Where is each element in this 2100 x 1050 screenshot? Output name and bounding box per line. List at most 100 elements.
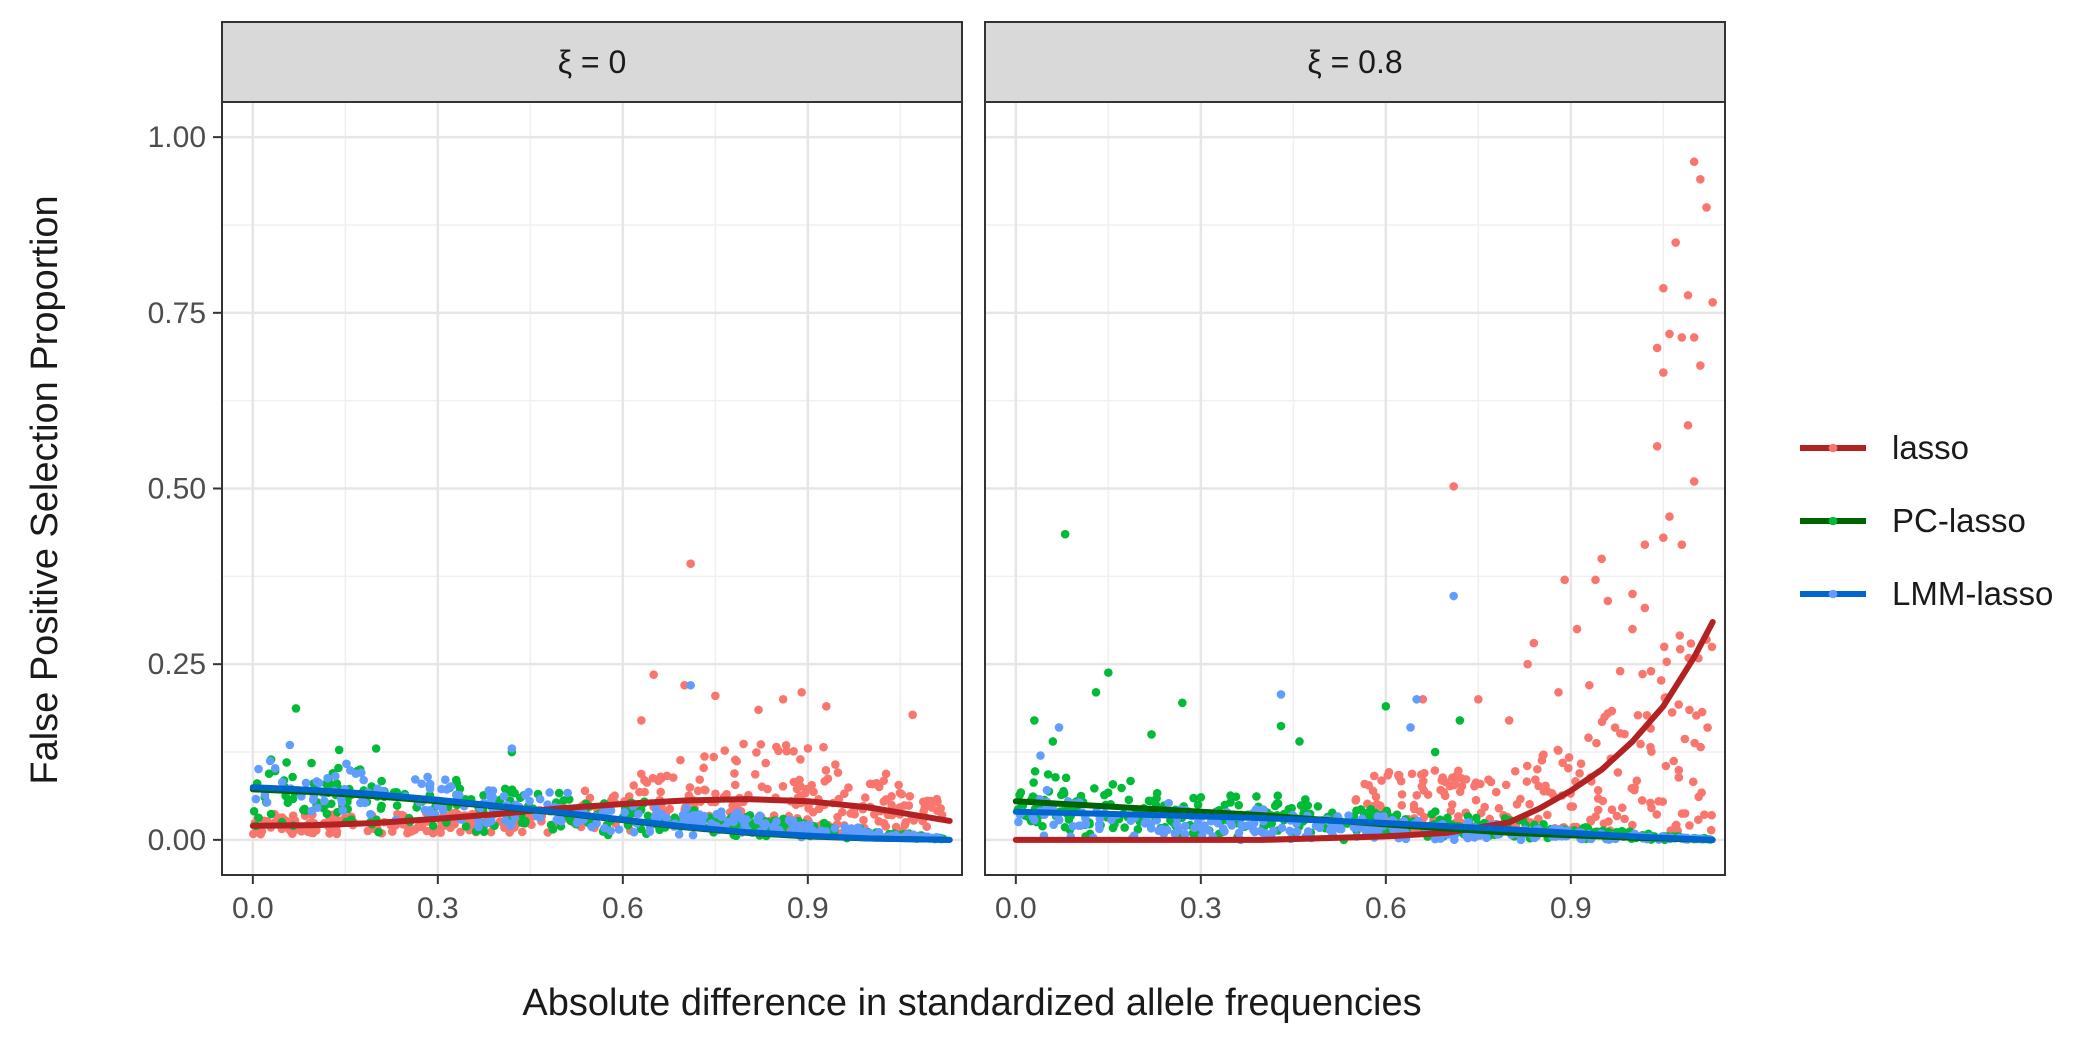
y-tick-label: 0.75 — [148, 297, 206, 330]
scatter-point-lmm-lasso — [1014, 817, 1023, 827]
scatter-point-lasso — [1628, 589, 1637, 599]
scatter-point-lasso — [1566, 802, 1576, 811]
scatter-point-lasso — [823, 774, 833, 783]
scatter-point-lmm-lasso — [438, 803, 447, 813]
scatter-point-lasso — [1632, 776, 1642, 786]
scatter-point-pc-lasso — [1117, 783, 1126, 793]
scatter-point-pc-lasso — [1048, 737, 1058, 746]
facet-strip — [984, 21, 1726, 103]
scatter-point-lmm-lasso — [313, 803, 322, 813]
scatter-point-lmm-lasso — [1163, 825, 1172, 835]
scatter-point-lasso — [757, 782, 767, 792]
scatter-point-pc-lasso — [1030, 767, 1040, 776]
scatter-point-lmm-lasso — [1042, 785, 1052, 795]
scatter-point-lasso — [325, 829, 334, 838]
scatter-point-pc-lasso — [334, 745, 344, 755]
scatter-point-pc-lasso — [266, 809, 276, 819]
scatter-point-lasso — [1694, 815, 1703, 825]
scatter-point-lasso — [1696, 361, 1705, 370]
scatter-point-pc-lasso — [1296, 801, 1306, 810]
scatter-point-lasso — [1501, 780, 1511, 790]
scatter-point-lmm-lasso — [1164, 798, 1173, 808]
scatter-point-pc-lasso — [1060, 529, 1070, 539]
scatter-point-pc-lasso — [451, 775, 461, 785]
scatter-point-pc-lasso — [559, 796, 569, 805]
scatter-point-lasso — [1592, 738, 1601, 748]
y-tick-label: 0.00 — [148, 824, 206, 857]
scatter-point-lmm-lasso — [801, 824, 810, 834]
legend-label: lasso — [1892, 429, 1969, 466]
scatter-point-lmm-lasso — [772, 817, 781, 826]
scatter-point-lmm-lasso — [1315, 823, 1325, 833]
scatter-point-lasso — [1696, 175, 1705, 184]
scatter-point-lasso — [1607, 805, 1617, 814]
scatter-point-lasso — [1665, 329, 1674, 339]
scatter-point-lmm-lasso — [729, 817, 739, 827]
scatter-point-lasso — [881, 769, 891, 779]
scatter-point-lasso — [1534, 781, 1543, 791]
scatter-point-lasso — [1646, 666, 1656, 676]
scatter-point-lasso — [1683, 420, 1693, 430]
scatter-point-lmm-lasso — [840, 822, 850, 832]
scatter-point-lasso — [1409, 800, 1419, 810]
scatter-point-lmm-lasso — [1220, 827, 1229, 836]
scatter-point-lasso — [1628, 624, 1637, 634]
scatter-point-lasso — [1369, 771, 1379, 781]
scatter-point-lmm-lasso — [1344, 811, 1353, 820]
scatter-point-lmm-lasso — [338, 805, 348, 815]
scatter-point-lmm-lasso — [1180, 829, 1190, 839]
scatter-point-lmm-lasso — [254, 764, 263, 774]
scatter-point-lasso — [1677, 333, 1687, 342]
scatter-point-lasso — [927, 803, 936, 812]
scatter-point-lmm-lasso — [717, 807, 726, 816]
scatter-point-pc-lasso — [282, 758, 291, 767]
facet-strip-label: ξ = 0.8 — [1307, 44, 1402, 80]
scatter-point-lmm-lasso — [629, 827, 639, 837]
scatter-point-lasso — [1522, 777, 1532, 786]
scatter-point-lasso — [685, 783, 695, 792]
scatter-point-lasso — [1647, 747, 1656, 756]
y-tick-label: 0.25 — [148, 648, 206, 681]
scatter-point-lasso — [1543, 810, 1552, 820]
scatter-point-pc-lasso — [1147, 730, 1156, 739]
scatter-point-lmm-lasso — [1462, 832, 1471, 841]
scatter-point-lasso — [1603, 596, 1613, 606]
scatter-point-lasso — [1397, 790, 1407, 799]
scatter-point-lasso — [1640, 603, 1650, 613]
scatter-point-pc-lasso — [392, 801, 402, 810]
scatter-point-lasso — [629, 781, 639, 790]
scatter-point-lmm-lasso — [357, 768, 366, 778]
scatter-point-lasso — [1677, 540, 1687, 550]
y-tick-label: 0.50 — [148, 473, 206, 506]
scatter-point-lasso — [1638, 669, 1647, 679]
scatter-point-lasso — [636, 769, 646, 779]
scatter-point-lasso — [637, 716, 646, 725]
scatter-point-lasso — [1591, 575, 1600, 585]
scatter-point-lasso — [668, 773, 678, 782]
scatter-point-pc-lasso — [1455, 716, 1465, 725]
scatter-point-lasso — [894, 780, 903, 790]
scatter-point-lasso — [303, 827, 313, 836]
legend-item-pc-lasso: PC-lasso — [1800, 502, 2026, 539]
scatter-point-lasso — [778, 782, 788, 791]
scatter-point-lmm-lasso — [1292, 827, 1302, 837]
scatter-point-lasso — [1397, 801, 1407, 810]
scatter-point-lmm-lasso — [1277, 823, 1287, 833]
scatter-point-pc-lasso — [374, 827, 383, 837]
scatter-point-lmm-lasso — [690, 810, 700, 820]
scatter-point-lasso — [792, 784, 802, 794]
scatter-point-lasso — [774, 746, 783, 756]
scatter-point-lmm-lasso — [535, 813, 545, 822]
legend-label: LMM-lasso — [1892, 575, 2053, 612]
scatter-point-lasso — [1615, 666, 1625, 676]
scatter-point-lasso — [249, 829, 258, 839]
scatter-point-pc-lasso — [1301, 795, 1310, 804]
scatter-point-lasso — [1351, 795, 1361, 804]
scatter-point-pc-lasso — [1295, 737, 1304, 746]
scatter-point-pc-lasso — [1108, 779, 1118, 789]
scatter-point-lasso — [809, 787, 818, 797]
scatter-point-lasso — [1494, 803, 1504, 813]
scatter-point-pc-lasso — [1356, 805, 1366, 814]
scatter-point-lmm-lasso — [1227, 821, 1237, 830]
scatter-point-lasso — [789, 747, 798, 756]
